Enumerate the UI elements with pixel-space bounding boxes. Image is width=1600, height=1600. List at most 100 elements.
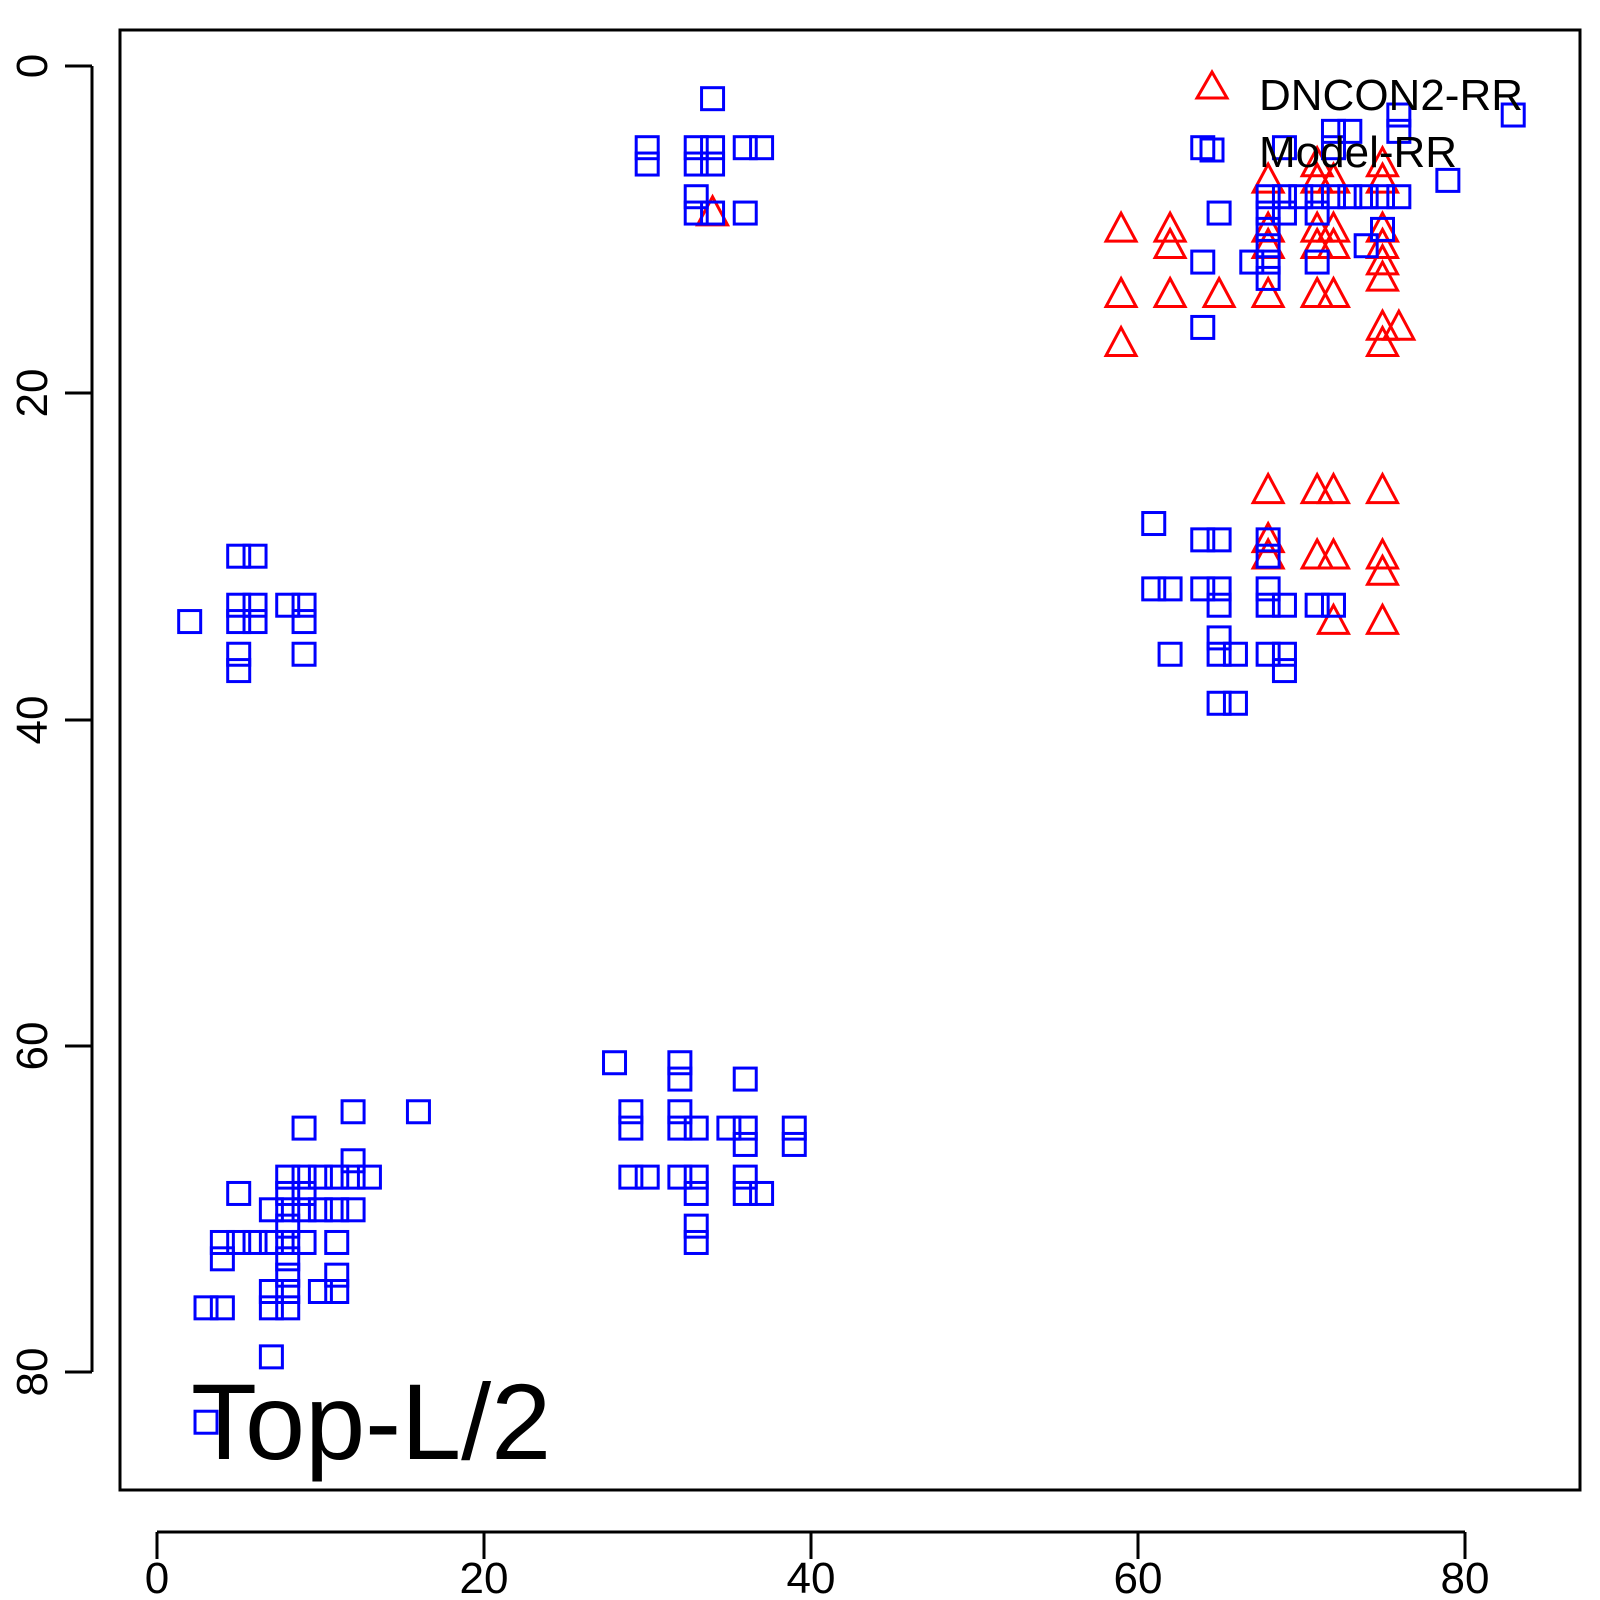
model-rr-point: [307, 1164, 333, 1190]
model-rr-point: [177, 609, 203, 635]
model-rr-point: [1255, 527, 1281, 553]
dncon2-rr-point: [1364, 259, 1401, 292]
model-rr-point: [1304, 592, 1330, 618]
model-rr-point: [242, 543, 268, 569]
model-rr-point: [683, 1229, 709, 1255]
x-axis-tick-label: 20: [460, 1554, 509, 1600]
model-rr-point: [209, 1295, 235, 1321]
model-rr-point: [226, 641, 252, 667]
model-rr-point: [242, 592, 268, 618]
dncon2-rr-point: [1152, 209, 1188, 243]
model-rr-point: [275, 1295, 301, 1321]
model-rr-point: [291, 641, 317, 667]
dncon2-rr-point: [1364, 553, 1401, 586]
model-rr-point: [634, 1164, 660, 1190]
x-axis-tick-label: 60: [1114, 1554, 1163, 1600]
model-rr-point: [1386, 118, 1412, 144]
model-rr-point: [226, 1180, 252, 1206]
model-rr-point: [209, 1246, 235, 1272]
x-axis-tick-label: 40: [787, 1554, 836, 1600]
model-rr-point: [634, 151, 660, 177]
dncon2-rr-point: [1315, 275, 1351, 309]
model-rr-point: [683, 200, 709, 226]
model-rr-point: [732, 1164, 758, 1190]
model-rr-point: [1206, 625, 1232, 651]
model-rr-point: [1353, 233, 1379, 259]
model-rr-point: [1337, 118, 1363, 144]
dncon2-rr-point: [1364, 324, 1401, 358]
y-axis: 0 20 40 60 80: [8, 54, 94, 1396]
y-axis-tick-label: 60: [8, 1022, 57, 1071]
model-rr-point: [1239, 249, 1265, 275]
model-rr-point: [193, 1409, 219, 1435]
model-rr-point: [275, 592, 301, 618]
model-rr-point: [275, 1164, 301, 1190]
model-rr-point: [1320, 118, 1346, 144]
model-rr-point: [193, 1295, 219, 1321]
x-axis: 0 20 40 60 80: [145, 1530, 1490, 1600]
dncon2-rr-point: [1250, 160, 1286, 194]
model-rr-point: [258, 1279, 284, 1304]
model-rr-point: [1255, 265, 1281, 291]
dncon2-rr-point: [1315, 536, 1351, 570]
dncon2-rr-point: [1152, 226, 1188, 259]
model-rr-point: [1157, 576, 1183, 602]
dncon2-rr-point: [1364, 226, 1401, 259]
model-rr-point: [732, 200, 758, 226]
model-rr-point: [732, 1115, 758, 1141]
model-rr-point: [700, 135, 726, 161]
dncon2-rr-point: [1103, 275, 1139, 309]
model-rr-point: [242, 1229, 268, 1255]
dncon2-rr-point: [1364, 471, 1401, 505]
model-rr-point: [1304, 184, 1330, 210]
model-rr-point: [1255, 543, 1281, 569]
model-rr-point: [1255, 576, 1281, 602]
model-rr-point: [667, 1115, 693, 1141]
model-rr-point: [1141, 511, 1167, 537]
model-rr-point: [1255, 641, 1281, 667]
model-rr-point: [732, 1180, 758, 1206]
model-rr-point: [683, 135, 709, 161]
model-rr-point: [1206, 200, 1232, 226]
model-rr-point: [683, 1164, 709, 1190]
model-rr-point: [324, 1229, 350, 1255]
model-rr-point: [258, 1197, 284, 1223]
model-rr-point: [1255, 216, 1281, 242]
model-rr-point: [618, 1099, 644, 1125]
x-axis-tick-label: 80: [1441, 1554, 1490, 1600]
model-rr-point: [781, 1115, 807, 1141]
model-rr-point: [1435, 167, 1461, 193]
model-rr-point: [291, 1197, 317, 1223]
model-rr-point: [324, 1197, 350, 1223]
model-rr-point: [1141, 576, 1167, 602]
model-rr-point: [291, 609, 317, 635]
model-rr-point: [1370, 184, 1395, 210]
model-rr-point: [618, 1115, 644, 1141]
model-rr-point: [275, 1279, 301, 1304]
model-rr-point: [1500, 102, 1526, 128]
model-rr-point: [1271, 641, 1297, 667]
dncon2-rr-point: [1103, 209, 1139, 243]
model-rr-point: [1206, 641, 1232, 667]
legend-triangle-icon: [1194, 68, 1230, 100]
model-rr-point: [209, 1229, 235, 1255]
dncon2-rr-point: [1364, 160, 1401, 194]
model-rr-point: [307, 1279, 333, 1304]
model-rr-point: [1255, 200, 1281, 226]
model-rr-point: [1190, 135, 1216, 161]
model-rr-point: [1353, 184, 1379, 210]
model-rr-point: [324, 1279, 350, 1304]
model-rr-point: [683, 1180, 709, 1206]
dncon2-rr-point: [1364, 144, 1401, 178]
dncon2-rr-point: [1103, 324, 1139, 358]
model-rr-point: [667, 1050, 693, 1076]
model-rr-point: [1288, 184, 1314, 210]
model-rr-point: [732, 135, 758, 161]
model-rr-point: [1190, 314, 1216, 340]
model-rr-point: [275, 1246, 301, 1272]
model-rr-point: [732, 1131, 758, 1157]
dncon2-rr-point: [1250, 275, 1286, 309]
model-rr-point: [356, 1164, 382, 1190]
model-rr-point: [1271, 200, 1297, 226]
dncon2-rr-point: [1152, 275, 1188, 309]
